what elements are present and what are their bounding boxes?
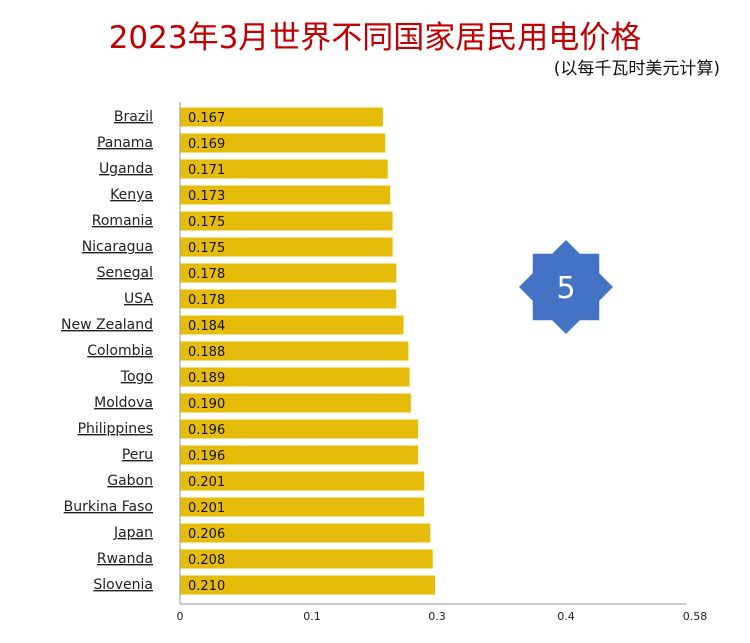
- bar-brazil: [180, 107, 383, 127]
- chart-subtitle: (以每千瓦时美元计算): [553, 59, 720, 79]
- category-label: New Zealand: [61, 317, 153, 333]
- bar-usa: [180, 289, 397, 309]
- x-tick-label: 0: [177, 610, 184, 623]
- category-label: USA: [124, 291, 153, 307]
- bar-togo: [180, 367, 410, 387]
- bar-slovenia: [180, 575, 436, 595]
- bar-value-label: 0.196: [188, 423, 225, 438]
- bar-colombia: [180, 341, 409, 361]
- category-label: Philippines: [78, 421, 153, 437]
- x-axis-ticks: 0 0.1 0.3 0.4 0.58: [177, 610, 708, 623]
- bar-value-label: 0.184: [188, 319, 225, 334]
- badge-number: 5: [556, 271, 575, 306]
- category-label: Colombia: [87, 343, 153, 359]
- category-label: Panama: [97, 135, 153, 151]
- bar-burkina-faso: [180, 497, 425, 517]
- bar-value-label: 0.210: [188, 579, 225, 594]
- category-label: Japan: [113, 525, 153, 541]
- bar-value-label: 0.201: [188, 475, 225, 490]
- bar-value-label: 0.190: [188, 397, 225, 412]
- bar-new-zealand: [180, 315, 404, 335]
- bar-value-label: 0.196: [188, 449, 225, 464]
- bar-value-label: 0.167: [188, 111, 225, 126]
- category-label: Nicaragua: [82, 239, 153, 255]
- bar-uganda: [180, 159, 388, 179]
- bar-value-label: 0.171: [188, 163, 225, 178]
- bar-senegal: [180, 263, 397, 283]
- bar-nicaragua: [180, 237, 393, 257]
- bar-value-label: 0.169: [188, 137, 225, 152]
- x-tick-label: 0.58: [683, 610, 708, 623]
- category-label: Uganda: [99, 161, 153, 177]
- bar-panama: [180, 133, 386, 153]
- category-label: Kenya: [110, 187, 153, 203]
- bar-romania: [180, 211, 393, 231]
- bar-value-label: 0.208: [188, 553, 225, 568]
- bar-value-label: 0.175: [188, 215, 225, 230]
- x-tick-label: 0.4: [557, 610, 575, 623]
- bar-value-label: 0.201: [188, 501, 225, 516]
- bars-group: 0.167 Brazil 0.169 Panama 0.171 Uganda 0.173 Ke…: [61, 107, 436, 595]
- category-label: Togo: [120, 369, 153, 385]
- category-label: Gabon: [107, 473, 153, 489]
- category-label: Romania: [92, 213, 153, 229]
- category-label: Burkina Faso: [64, 499, 153, 515]
- category-label: Senegal: [97, 265, 153, 281]
- bar-value-label: 0.175: [188, 241, 225, 256]
- star-badge-shape: [519, 240, 613, 334]
- category-label: Brazil: [114, 109, 153, 125]
- bar-moldova: [180, 393, 411, 413]
- bar-gabon: [180, 471, 425, 491]
- bar-philippines: [180, 419, 419, 439]
- bar-value-label: 0.178: [188, 267, 225, 282]
- category-label: Slovenia: [93, 577, 153, 593]
- chart-title: 2023年3月世界不同国家居民用电价格: [108, 20, 642, 56]
- category-label: Moldova: [94, 395, 153, 411]
- number-badge: 5: [519, 240, 613, 334]
- bar-value-label: 0.188: [188, 345, 225, 360]
- bar-peru: [180, 445, 419, 465]
- bar-value-label: 0.189: [188, 371, 225, 386]
- bar-japan: [180, 523, 431, 543]
- bar-rwanda: [180, 549, 433, 569]
- category-label: Peru: [122, 447, 153, 463]
- bar-value-label: 0.206: [188, 527, 225, 542]
- bar-value-label: 0.173: [188, 189, 225, 204]
- x-tick-label: 0.3: [428, 610, 446, 623]
- x-tick-label: 0.1: [303, 610, 321, 623]
- category-label: Rwanda: [97, 551, 153, 567]
- bar-kenya: [180, 185, 391, 205]
- bar-value-label: 0.178: [188, 293, 225, 308]
